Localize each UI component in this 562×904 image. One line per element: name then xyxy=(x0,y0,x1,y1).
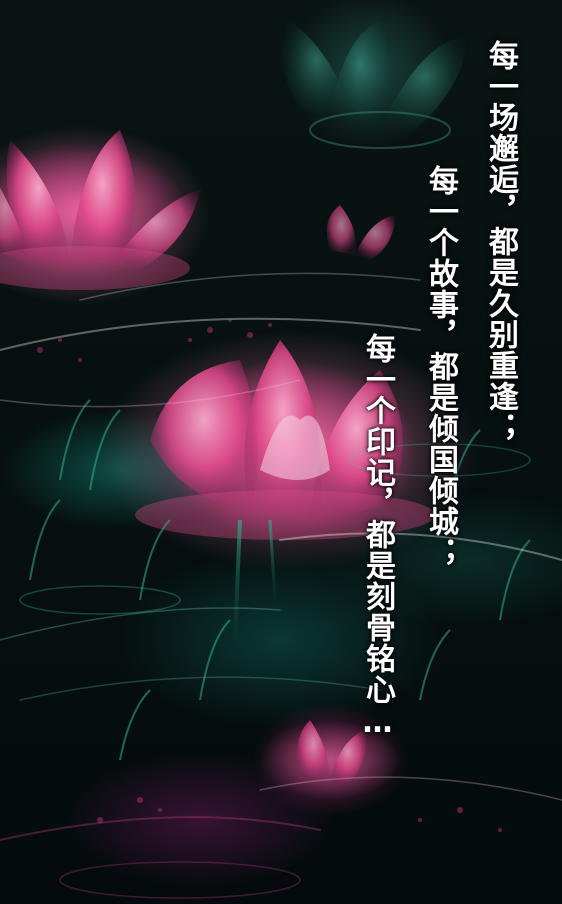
light-swirls xyxy=(0,272,562,899)
teal-lotus-top xyxy=(282,20,470,149)
green-foliage xyxy=(29,399,531,761)
poem-line-2: 每一个故事，都是倾国倾城； xyxy=(423,165,458,568)
pink-lotus-center xyxy=(100,330,480,641)
pink-lotus-small xyxy=(326,205,395,260)
poem-line-3: 每一个印记，都是刻骨铭心… xyxy=(360,333,395,741)
pink-lotus-left xyxy=(0,125,210,305)
poem-line-1: 每一场邂逅，都是久别重逢； xyxy=(483,40,518,443)
pink-lotus-lower xyxy=(260,720,400,800)
magenta-sparkles xyxy=(37,318,502,832)
